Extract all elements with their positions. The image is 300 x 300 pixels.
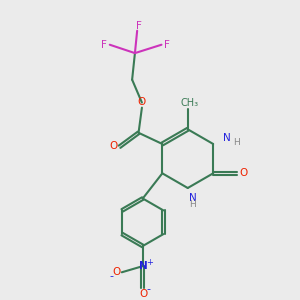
Text: +: + (146, 258, 153, 267)
Text: N: N (189, 193, 196, 203)
Text: CH₃: CH₃ (180, 98, 198, 108)
Text: -: - (109, 271, 113, 281)
Text: O: O (112, 267, 121, 277)
Text: F: F (136, 21, 142, 31)
Text: H: H (189, 200, 196, 209)
Text: O: O (109, 141, 118, 151)
Text: O: O (138, 97, 146, 107)
Text: N: N (223, 134, 230, 143)
Text: N: N (139, 261, 148, 271)
Text: O: O (239, 168, 247, 178)
Text: F: F (101, 40, 107, 50)
Text: H: H (233, 138, 239, 147)
Text: O: O (139, 289, 147, 298)
Text: F: F (164, 40, 170, 50)
Text: -: - (147, 284, 151, 294)
